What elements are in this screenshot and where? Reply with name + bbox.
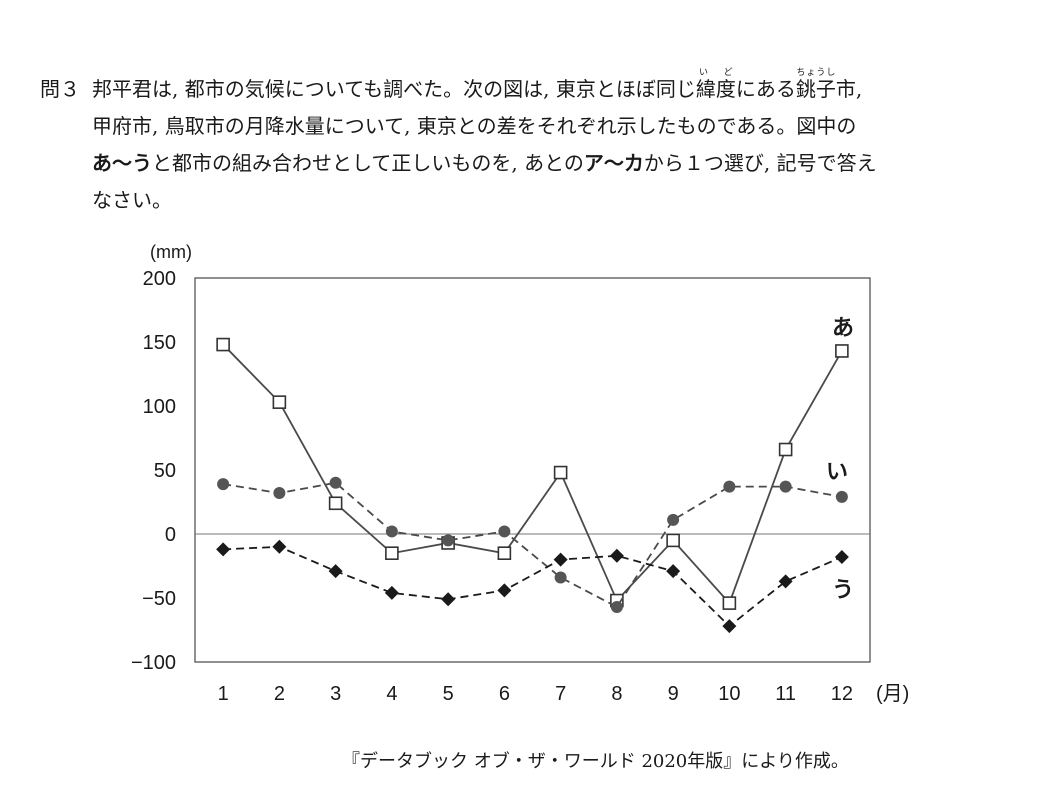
question-line-1: 問３ 邦平君は, 都市の気候についても調べた。次の図は, 東京とほぼ同じ緯度い ど… [40,68,1030,108]
source-citation: 『データブック オブ・ザ・ワールド 2020年版』により作成。 [342,751,849,772]
data-point-diamond [441,592,456,607]
data-point-square [497,546,512,561]
x-tick-label: 3 [330,683,341,705]
data-point-square [328,496,343,511]
y-unit-label: (mm) [150,242,192,262]
data-point-diamond [553,552,568,567]
data-point-square [778,442,793,457]
x-tick-label: 6 [499,683,510,705]
y-tick-label: 50 [154,460,176,482]
ruby-reading: い ど [695,68,736,78]
question-line-3: あ〜うと都市の組み合わせとして正しいものを, あとのア〜カから１つ選び, 記号で… [40,145,1030,182]
series-line [222,481,843,609]
data-point-diamond [722,619,737,634]
data-point-square [835,344,849,358]
x-tick-label: 8 [611,683,622,705]
data-point-circle [329,476,342,489]
data-point-circle [835,490,848,503]
data-point-diamond [497,583,512,598]
choice-range-label: ア〜カ [583,151,644,175]
data-point-diamond [778,574,793,589]
data-point-diamond [834,550,849,565]
y-tick-label: −50 [142,588,176,610]
question-text: 問３ 邦平君は, 都市の気候についても調べた。次の図は, 東京とほぼ同じ緯度い ど… [40,68,1030,219]
data-point-circle [554,571,567,584]
data-point-square [272,395,287,409]
series-label: う [832,578,854,603]
series-3 [216,539,849,634]
y-tick-label: 100 [143,396,176,418]
question-line-2: 甲府市, 鳥取市の月降水量について, 東京との差をそれぞれ示したものである。図中… [92,114,857,138]
ruby-base: 緯度 [695,77,736,101]
series-label: あ [832,316,854,341]
y-tick-label: 150 [143,332,176,354]
question-text-part: と都市の組み合わせとして正しいものを, あとの [152,151,584,175]
x-unit-label: (月) [876,683,909,705]
x-tick-label: 10 [718,683,740,705]
y-tick-label: 200 [143,268,176,290]
data-point-diamond [384,585,399,600]
series-line [222,343,843,605]
data-point-circle [385,525,398,538]
data-point-circle [442,534,455,547]
question-number: 問３ [40,77,80,101]
data-point-circle [273,487,286,500]
question-text-part: 邦平君は, 都市の気候についても調べた。次の図は, 東京とほぼ同じ [92,77,696,101]
ruby-latitude: 緯度い ど [695,68,736,101]
series-1 [216,337,849,610]
question-text-part: 市, [835,77,863,101]
series-range-label: あ〜う [92,151,152,175]
data-point-diamond [666,564,681,579]
data-point-square [553,465,568,480]
plot-frame [194,277,871,663]
data-point-square [216,337,230,352]
series-label: い [826,460,848,485]
ruby-base: 銚子 [795,77,836,101]
data-point-square [666,533,680,548]
data-point-circle [723,480,736,493]
x-tick-label: 7 [555,683,566,705]
series-2 [217,476,848,613]
question-line-4: なさい。 [92,188,172,212]
data-point-diamond [216,542,231,557]
question-text-part: にある [735,77,796,101]
question-text-part: から１つ選び, 記号で答え [643,151,877,175]
data-point-circle [610,600,623,613]
x-tick-label: 5 [443,683,454,705]
data-point-square [722,596,737,610]
data-point-circle [498,525,511,538]
data-point-diamond [272,539,287,554]
x-tick-label: 1 [218,683,229,705]
data-point-circle [667,513,680,526]
data-point-diamond [609,548,624,563]
y-tick-label: −100 [131,652,176,674]
data-point-circle [217,478,230,491]
series-line [223,545,843,628]
x-tick-label: 2 [274,683,285,705]
data-point-circle [779,480,792,493]
x-tick-label: 9 [668,683,679,705]
data-point-square [385,546,399,561]
ruby-choshi: 銚子ちょうし [795,68,836,101]
ruby-reading: ちょうし [795,68,836,78]
x-tick-label: 12 [831,683,853,705]
data-point-diamond [328,564,343,579]
x-tick-label: 11 [775,683,796,705]
x-tick-label: 4 [386,683,397,705]
y-tick-label: 0 [165,524,176,546]
